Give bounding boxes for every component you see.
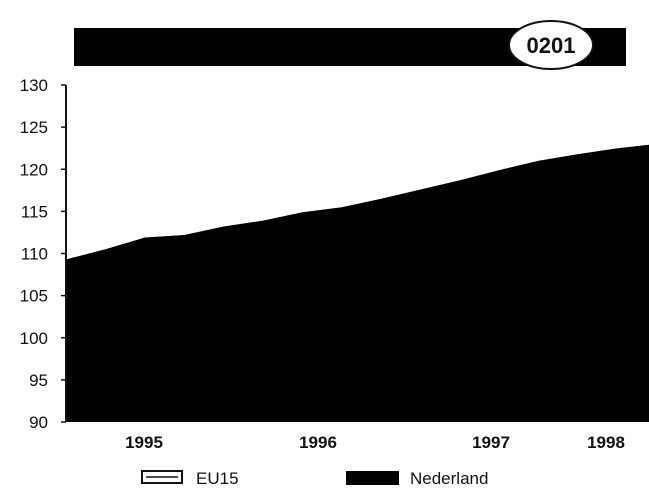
y-tick-label: 90: [29, 413, 48, 432]
area-layer: [66, 144, 649, 423]
x-tick-label: 1995: [125, 433, 163, 452]
legend-label-eu15: EU15: [196, 469, 239, 488]
x-tick-label: 1997: [472, 433, 510, 452]
y-tick-label: 110: [21, 245, 48, 264]
y-axis: [61, 84, 67, 423]
x-tick-label: 1996: [299, 433, 337, 452]
y-tick-label: 95: [29, 371, 48, 390]
y-tick-label: 125: [20, 118, 48, 137]
y-tick-label: 120: [20, 160, 48, 179]
x-tick-label: 1998: [587, 433, 625, 452]
badge-code: 0201: [527, 33, 576, 58]
y-tick-label: 115: [21, 202, 48, 221]
x-tick-labels: 1995 1996 1997 1998: [125, 433, 625, 452]
y-tick-labels: 90 95 100 105 110 115 120 125 130: [20, 76, 48, 432]
y-tick-label: 100: [20, 329, 48, 348]
legend-swatch-nederland: [346, 471, 399, 485]
area-nederland: [66, 144, 649, 423]
legend: EU15 Nederland: [141, 469, 488, 488]
y-tick-label: 130: [20, 76, 48, 95]
badge-stamp: 0201: [508, 20, 594, 70]
y-tick-label: 105: [20, 287, 48, 306]
badge-circle: [508, 20, 594, 70]
legend-label-nederland: Nederland: [410, 469, 488, 488]
